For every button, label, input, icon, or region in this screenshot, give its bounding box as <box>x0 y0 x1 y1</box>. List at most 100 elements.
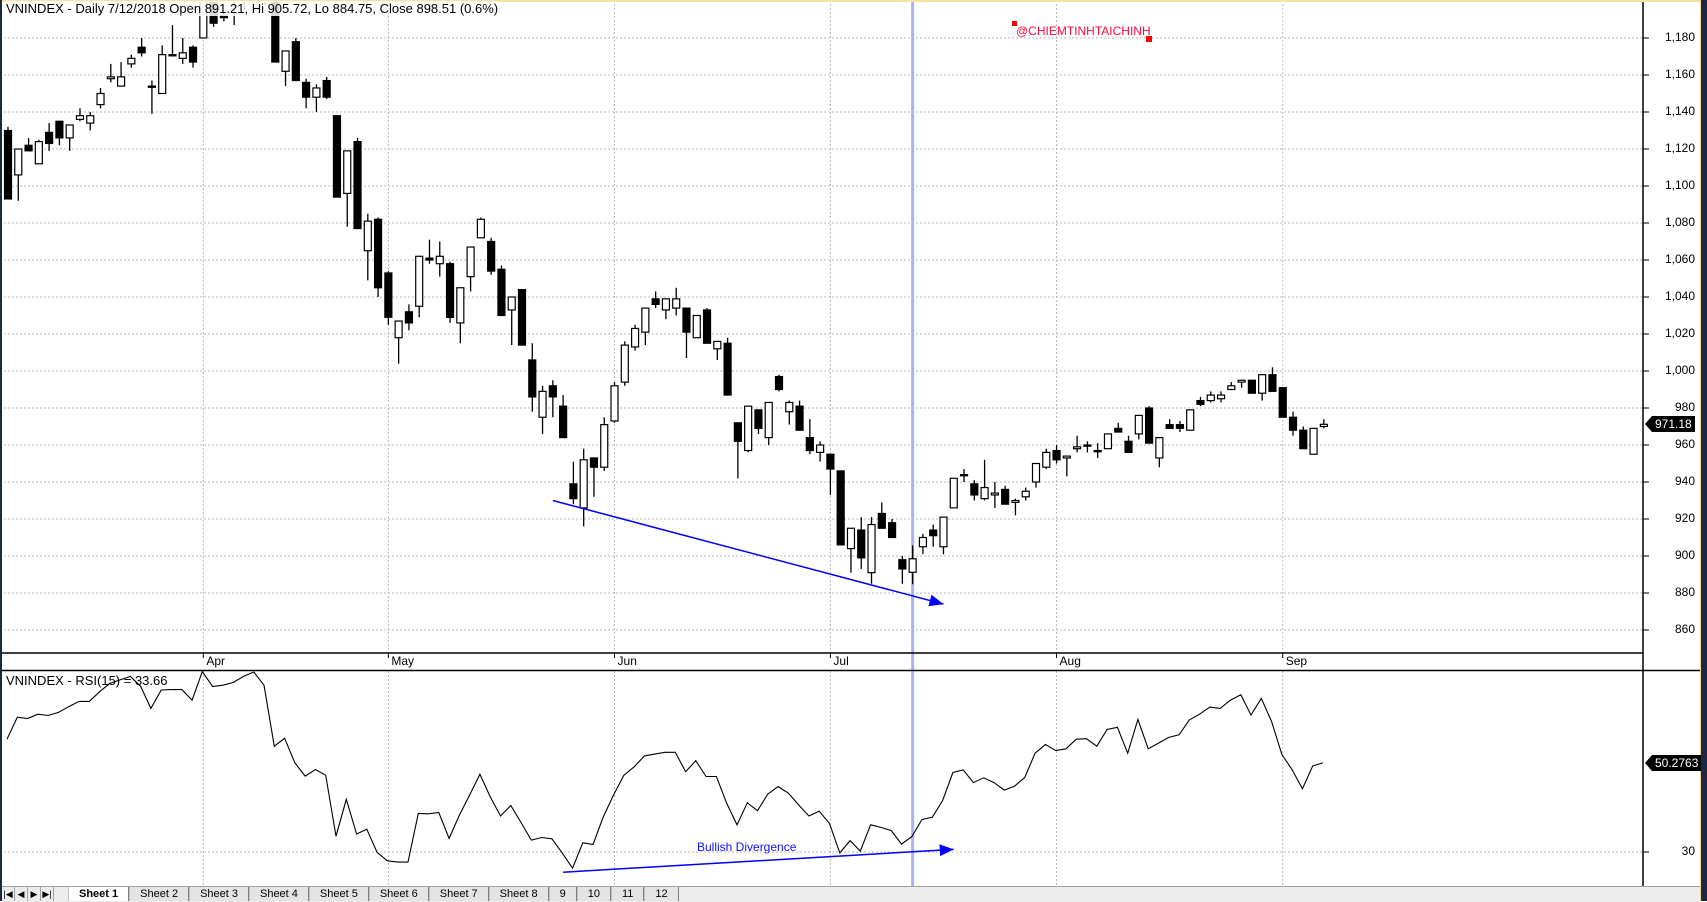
sheet-tab[interactable]: 11 <box>610 887 645 901</box>
chart-title: VNINDEX - Daily 7/12/2018 Open 891.21, H… <box>6 1 499 16</box>
candle <box>425 239 434 264</box>
candle <box>86 112 95 131</box>
candle <box>641 307 650 346</box>
sheet-tab[interactable]: Sheet 8 <box>488 887 549 901</box>
candle-body-down <box>774 375 784 391</box>
candle <box>445 261 455 323</box>
candle <box>723 337 732 396</box>
candle-body-down <box>1165 424 1174 429</box>
last-price-tag: 971.18 <box>1645 416 1695 432</box>
price-axis-label: 920 <box>1674 511 1695 525</box>
candle <box>887 519 897 539</box>
candle <box>929 524 938 547</box>
candle <box>1124 435 1133 453</box>
bullish-divergence-label[interactable]: Bullish Divergence <box>697 840 797 854</box>
sheet-tab[interactable]: Sheet 6 <box>368 887 429 901</box>
candle-body-up <box>466 246 475 278</box>
rsi-trendline[interactable] <box>563 848 954 873</box>
price-axis-label: 1,180 <box>1664 30 1695 44</box>
candle-body-up <box>281 50 290 72</box>
rsi-value-tag: 50.2763 <box>1644 755 1702 771</box>
candle <box>415 255 424 318</box>
candle <box>630 324 640 351</box>
candle-body-down <box>1144 407 1154 444</box>
candle-body-down <box>1278 387 1287 418</box>
candle <box>188 45 198 68</box>
candle-body-down <box>1114 427 1123 433</box>
candle-body-down <box>1268 374 1277 392</box>
price-axis-label: 1,000 <box>1664 363 1695 377</box>
candle-body-down <box>1196 400 1205 405</box>
watermark-handle[interactable] <box>1146 36 1152 42</box>
tab-nav-last[interactable]: ▶| <box>41 887 54 901</box>
sheet-tab[interactable]: Sheet 3 <box>189 887 249 901</box>
candle-body-up <box>600 424 609 468</box>
candle <box>908 545 917 585</box>
candle <box>661 298 671 320</box>
watermark-handle[interactable] <box>1012 21 1017 26</box>
sheet-tab[interactable]: 12 <box>644 887 679 901</box>
sheet-tab[interactable]: Sheet 7 <box>428 887 489 901</box>
candle <box>1114 422 1123 433</box>
candle-body-down <box>24 144 33 152</box>
candle <box>1021 487 1030 501</box>
candle-body-up <box>1021 490 1030 498</box>
candle <box>507 296 516 346</box>
sheet-tab[interactable]: Sheet 4 <box>248 887 309 901</box>
candle <box>1216 391 1226 403</box>
candle <box>373 217 383 297</box>
candle <box>805 419 814 455</box>
candle <box>168 25 177 57</box>
candle-body-down <box>887 522 897 539</box>
candle-body-down <box>1052 449 1061 461</box>
candle <box>106 63 115 83</box>
candle <box>116 62 126 87</box>
candle <box>857 517 866 569</box>
sheet-tab[interactable]: 10 <box>576 887 611 901</box>
candle-body-down <box>559 405 568 439</box>
price-axis-label: 1,120 <box>1664 141 1695 155</box>
candle-body-down <box>826 453 835 470</box>
candle-body-down <box>898 559 907 570</box>
price-axis-label: 1,080 <box>1664 215 1695 229</box>
candle <box>1155 437 1164 468</box>
candle-body-up <box>1083 444 1092 447</box>
candle <box>918 533 928 555</box>
tab-nav-next[interactable]: ▶ <box>28 887 41 901</box>
candle-body-down <box>219 15 228 19</box>
candle <box>569 461 578 505</box>
rsi-title: VNINDEX - RSI(15) = 33.66 <box>6 673 168 688</box>
candle-body-down <box>723 342 732 396</box>
candle-body-down <box>857 529 866 559</box>
month-label: Jul <box>833 654 849 668</box>
axes <box>0 0 1700 886</box>
sheet-tab[interactable]: 9 <box>548 887 577 901</box>
sheet-tab[interactable]: Sheet 2 <box>129 887 190 901</box>
candle <box>702 308 712 344</box>
candle <box>75 108 85 122</box>
candle <box>774 374 784 392</box>
candle <box>1186 409 1195 431</box>
candle-body-up <box>867 523 876 574</box>
tab-nav-first[interactable]: |◀ <box>2 887 15 901</box>
watermark-text[interactable]: @CHIEMTINHTAICHINH <box>1016 24 1151 38</box>
price-trendline[interactable] <box>552 499 944 605</box>
candle-body-up <box>816 444 825 454</box>
sheet-tab[interactable]: Sheet 5 <box>308 887 369 901</box>
sheet-tab[interactable]: Sheet 1 <box>68 887 130 901</box>
candle-body-up <box>363 220 372 252</box>
candle <box>96 87 105 109</box>
candle-body-down <box>404 311 414 324</box>
candle <box>1073 435 1082 453</box>
candle <box>55 120 64 146</box>
candle <box>528 343 537 412</box>
trendlines[interactable] <box>552 499 954 873</box>
price-axis-label: 1,060 <box>1664 252 1695 266</box>
tab-nav-prev[interactable]: ◀ <box>15 887 28 901</box>
candle <box>1175 420 1185 433</box>
candle <box>1278 387 1287 418</box>
candle <box>45 123 54 151</box>
candle-body-up <box>980 486 989 500</box>
candle <box>795 400 804 431</box>
